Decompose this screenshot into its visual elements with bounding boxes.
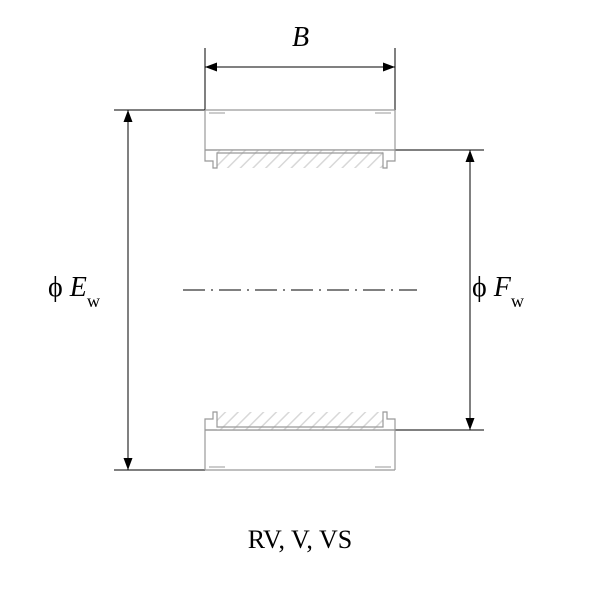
dim-width-B	[205, 48, 395, 110]
label-width-B: B	[292, 22, 309, 54]
label-diameter-Fw: ϕ Fw	[472, 272, 524, 308]
diagram-caption: RV, V, VS	[0, 525, 600, 555]
label-diameter-Ew: ϕ Ew	[48, 272, 100, 308]
